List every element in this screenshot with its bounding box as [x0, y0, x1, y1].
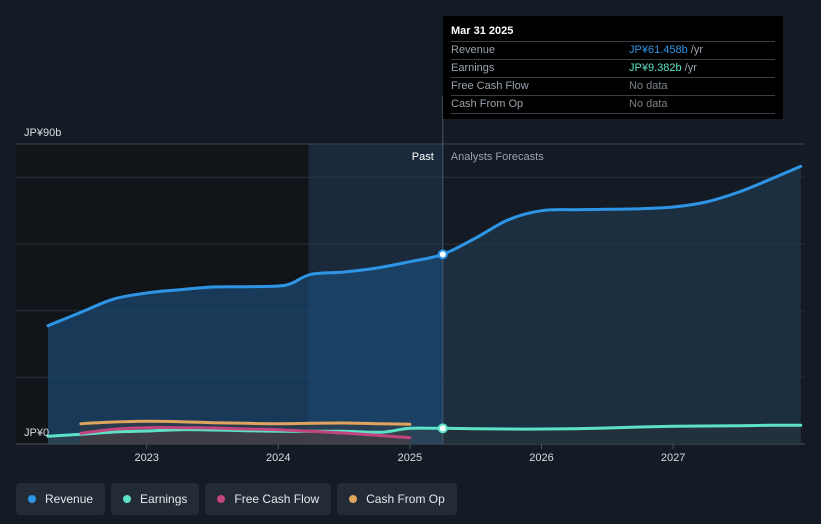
legend-label: Free Cash Flow	[234, 492, 320, 506]
legend-item-free-cash-flow[interactable]: Free Cash Flow	[205, 483, 332, 515]
highlight-markers	[437, 249, 448, 434]
x-tick-label: 2027	[661, 452, 685, 464]
legend-item-cash-from-op[interactable]: Cash From Op	[337, 483, 457, 515]
series-lines	[46, 164, 803, 440]
legend-label: Revenue	[45, 492, 94, 506]
cfo-line	[79, 419, 412, 426]
legend-item-earnings[interactable]: Earnings	[111, 483, 200, 515]
legend-dot-icon	[28, 495, 36, 503]
y-axis-top-label: JP¥90b	[24, 127, 61, 139]
earnings-highlight-point	[437, 423, 448, 434]
x-axis-ticks: 2023 2024 2025 2026 2027	[134, 444, 685, 464]
x-tick-label: 2026	[529, 452, 553, 464]
tooltip-label: Earnings	[451, 62, 495, 74]
earnings-line	[46, 423, 803, 438]
legend-dot-icon	[349, 495, 358, 503]
tooltip-value: JP¥61.458b	[629, 44, 688, 56]
tooltip-label: Cash From Op	[451, 98, 524, 110]
revenue-line	[46, 164, 803, 328]
tooltip-date: Mar 31 2025	[451, 25, 514, 37]
legend-dot-icon	[123, 495, 132, 503]
forecast-label: Analysts Forecasts	[451, 151, 544, 163]
tooltip-value: No data	[629, 80, 668, 92]
revenue-area-forecast	[442, 166, 801, 444]
x-tick-label: 2025	[398, 452, 422, 464]
x-tick-label: 2024	[266, 452, 290, 464]
y-axis-bottom-label: JP¥0	[24, 427, 49, 439]
revenue-highlight-point	[437, 249, 448, 260]
tooltip-row-revenue: Revenue JP¥61.458b /yr	[451, 41, 775, 59]
tooltip-unit: /yr	[690, 44, 704, 56]
revenue-area-past	[48, 254, 443, 444]
tooltip-row-earnings: Earnings JP¥9.382b /yr	[451, 59, 775, 77]
tooltip-label: Revenue	[451, 44, 496, 56]
legend-label: Earnings	[140, 492, 188, 506]
tooltip-value: JP¥9.382b	[629, 62, 682, 74]
x-tick-label: 2023	[134, 452, 158, 464]
legend-dot-icon	[217, 495, 226, 503]
legend: Revenue Earnings Free Cash Flow Cash Fro…	[16, 483, 457, 515]
tooltip-unit: /yr	[684, 62, 697, 74]
tooltip-row-fcf: Free Cash Flow No data	[451, 77, 775, 95]
legend-item-revenue[interactable]: Revenue	[16, 483, 106, 515]
legend-label: Cash From Op	[366, 492, 445, 506]
tooltip-row-cfo: Cash From Op No data	[451, 95, 775, 114]
tooltip: Mar 31 2025 Revenue JP¥61.458b /yr Earni…	[443, 16, 783, 119]
tooltip-label: Free Cash Flow	[451, 80, 529, 92]
past-label: Past	[412, 151, 434, 163]
fcf-line	[79, 426, 412, 440]
tooltip-value: No data	[629, 98, 668, 110]
